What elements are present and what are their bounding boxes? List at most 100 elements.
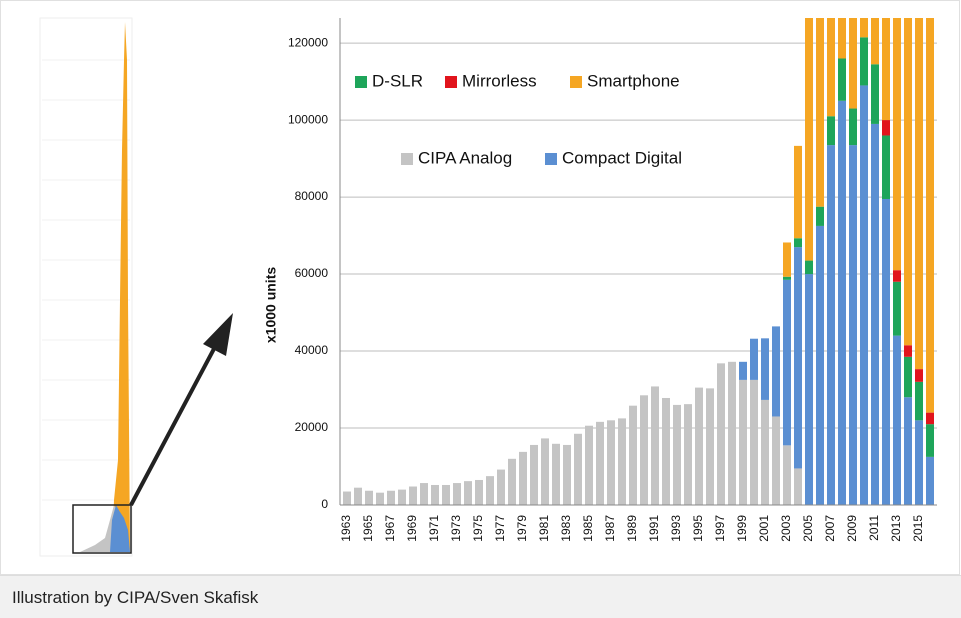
x-tick-label: 1975 (471, 515, 485, 542)
bar-segment (871, 64, 879, 124)
bar-segment (354, 487, 362, 505)
bar-segment (541, 438, 549, 505)
bar-segment (838, 18, 846, 59)
x-tick-label: 1969 (405, 515, 419, 542)
x-tick-label: 1971 (427, 515, 441, 542)
bar-segment (926, 412, 934, 425)
bar-segment (431, 484, 439, 505)
x-tick-label: 2003 (779, 515, 793, 542)
bar-segment (893, 335, 901, 505)
bar-segment (882, 135, 890, 199)
bar-segment (442, 484, 450, 505)
caption-bar: Illustration by CIPA/Sven Skafisk (0, 575, 961, 618)
bar-segment (849, 18, 857, 109)
bar-segment (508, 458, 516, 505)
x-tick-label: 2013 (889, 515, 903, 542)
bar-segment (640, 395, 648, 505)
bar-segment (882, 18, 890, 121)
legend-label: Smartphone (587, 71, 680, 90)
legend-swatch (355, 76, 367, 88)
bar-segment (761, 399, 769, 505)
bar-segment (871, 18, 879, 65)
bar-segment (805, 18, 813, 261)
legend-swatch (545, 153, 557, 165)
bar-segment (695, 387, 703, 505)
bar-segment (464, 481, 472, 505)
bar-segment (750, 379, 758, 505)
bar-segment (519, 451, 527, 505)
bar-segment (904, 356, 912, 398)
bar-segment (882, 120, 890, 136)
bar-segment (750, 338, 758, 380)
bar-segment (893, 270, 901, 282)
bar-segment (453, 483, 461, 505)
bar-segment (475, 479, 483, 505)
x-tick-label: 1995 (691, 515, 705, 542)
bar-segment (849, 145, 857, 505)
bar-segment (552, 443, 560, 505)
bar-segment (607, 420, 615, 505)
bar-segment (409, 486, 417, 505)
x-tick-label: 1973 (449, 515, 463, 542)
x-tick-label: 1977 (493, 515, 507, 542)
y-tick-label: 40000 (295, 343, 329, 357)
legend-swatch (570, 76, 582, 88)
bar-segment (794, 468, 802, 505)
x-tick-label: 2007 (823, 515, 837, 542)
bar-segment (882, 198, 890, 505)
bar-segment (816, 206, 824, 226)
x-tick-label: 1987 (603, 515, 617, 542)
bar-segment (420, 483, 428, 505)
bar-segment (849, 108, 857, 146)
y-tick-label: 60000 (295, 266, 329, 280)
chart: x1000 units 0 20000 40000 60000 80000 100000 1… (0, 0, 960, 575)
bar-segment (629, 405, 637, 505)
bar-segment (860, 18, 868, 38)
bar-segment (486, 476, 494, 505)
bar-segment (596, 421, 604, 505)
caption: Illustration by CIPA/Sven Skafisk (12, 588, 259, 607)
bar-segment (805, 260, 813, 275)
bar-segment (728, 361, 736, 505)
bar-segment (926, 424, 934, 457)
x-tick-label: 1965 (361, 515, 375, 542)
bar-segment (827, 145, 835, 505)
x-tick-label: 2011 (867, 515, 881, 541)
bar-segment (783, 279, 791, 446)
bar-segment (343, 491, 351, 505)
arrow (129, 313, 233, 506)
x-tick-label: 1983 (559, 515, 573, 542)
bar-segment (893, 18, 901, 271)
bar-segment (904, 397, 912, 505)
bars (343, 18, 934, 505)
y-tick-label: 80000 (295, 189, 329, 203)
bar-segment (926, 456, 934, 505)
x-tick-label: 1989 (625, 515, 639, 542)
bar-segment (827, 116, 835, 146)
bar-segment (772, 416, 780, 505)
bar-segment (805, 274, 813, 505)
x-tick-label: 1981 (537, 515, 551, 542)
x-tick-label: 2009 (845, 515, 859, 542)
y-tick-label: 0 (321, 497, 328, 511)
y-tick-label: 120000 (288, 35, 328, 49)
bar-segment (739, 379, 747, 505)
x-tick-label: 1991 (647, 515, 661, 542)
y-tick-label: 100000 (288, 112, 328, 126)
y-tick-label: 20000 (295, 420, 329, 434)
bar-segment (662, 397, 670, 505)
x-tick-label: 1999 (735, 515, 749, 542)
x-tick-label: 1967 (383, 515, 397, 542)
bar-segment (838, 58, 846, 101)
legend-swatch (401, 153, 413, 165)
x-tick-label: 2001 (757, 515, 771, 542)
x-tick-label: 1985 (581, 515, 595, 542)
x-tick-label: 2015 (911, 515, 925, 542)
bar-segment (717, 363, 725, 505)
bar-segment (651, 386, 659, 505)
bar-segment (816, 225, 824, 505)
legend-swatch (445, 76, 457, 88)
bar-segment (904, 345, 912, 357)
legend-label: CIPA Analog (418, 148, 512, 167)
